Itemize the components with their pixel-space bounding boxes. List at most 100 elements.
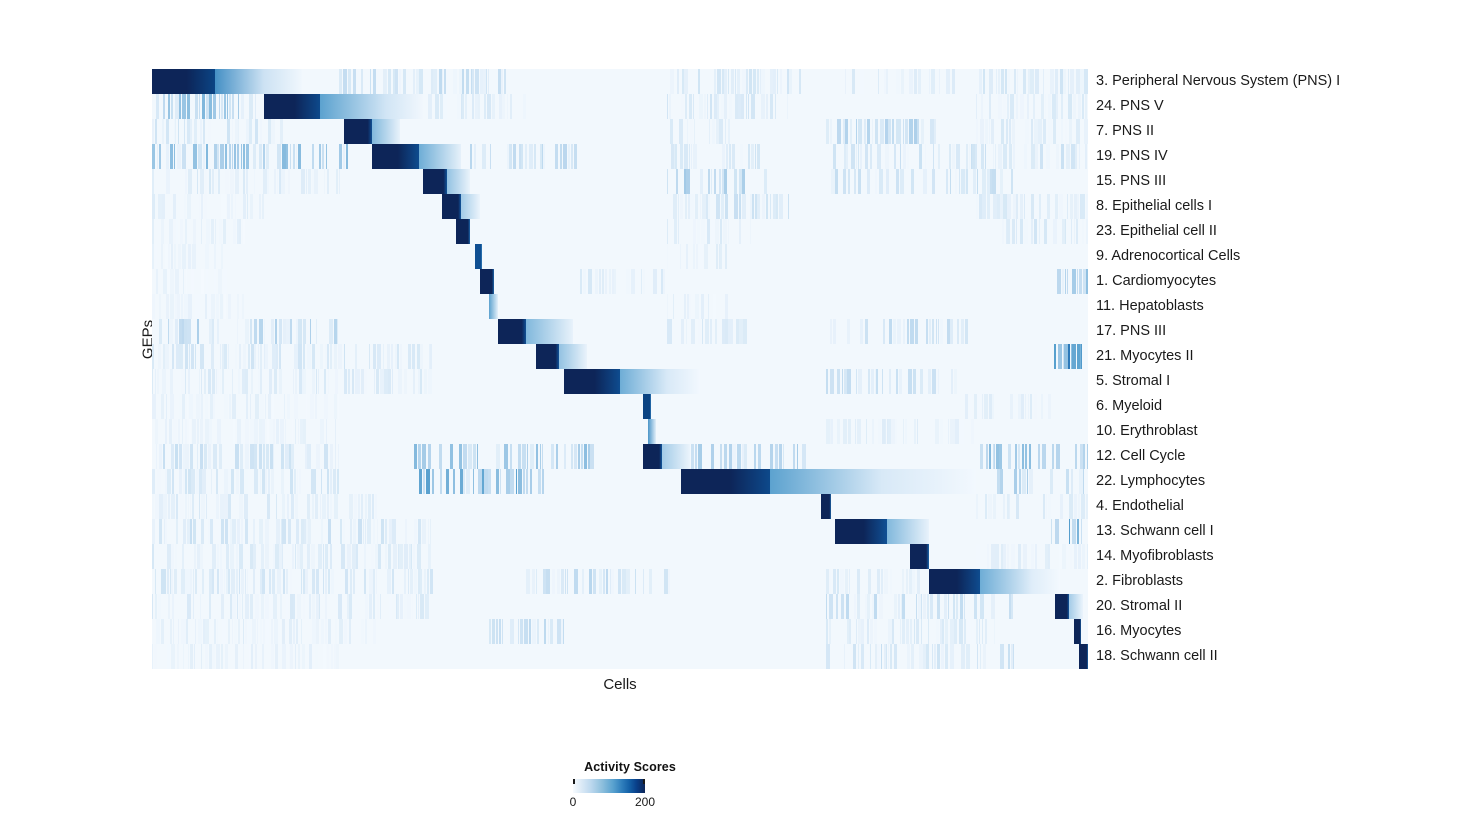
heatmap-cell-band [1035,544,1038,569]
heatmap-cell-band [364,594,369,619]
heatmap-activity-block [488,294,499,319]
heatmap-cell-band [707,169,710,194]
heatmap-cell-band [1014,469,1018,494]
heatmap-cell-band [386,344,391,369]
heatmap-cell-band [1020,194,1023,219]
heatmap-cell-band [1078,494,1081,519]
heatmap-cell-band [883,644,886,669]
heatmap-cell-band [871,119,874,144]
heatmap-cell-band [225,544,229,569]
heatmap-cell-band [844,69,846,94]
heatmap-cell-band [748,94,750,119]
heatmap-cell-band [873,619,878,644]
heatmap-cell-band [235,544,238,569]
heatmap-cell-band [193,544,196,569]
heatmap-cell-band [888,369,891,394]
heatmap-cell-band [178,319,183,344]
heatmap-cell-band [223,569,226,594]
heatmap-cell-band [528,619,532,644]
heatmap-cell-band [185,494,188,519]
heatmap-cell-band [666,169,669,194]
heatmap-cell-band [275,319,277,344]
heatmap-cell-band [231,619,234,644]
heatmap-cell-band [947,419,949,444]
heatmap-cell-band [678,219,680,244]
heatmap-cell-band [900,169,904,194]
heatmap-cell-band [502,619,504,644]
heatmap-cell-band [321,144,325,169]
heatmap-cell-band [232,519,237,544]
heatmap-cell-band [200,119,203,144]
heatmap-cell-band [631,269,635,294]
heatmap-cell-band [562,619,564,644]
heatmap-cell-band [172,594,174,619]
heatmap-cell-band [693,94,695,119]
heatmap-cell-band [421,444,426,469]
heatmap-cell-band [683,294,687,319]
heatmap-activity-block [320,94,386,119]
heatmap-cell-band [235,344,238,369]
heatmap-cell-band [517,444,521,469]
heatmap-cell-band [869,144,873,169]
heatmap-plot-area[interactable] [152,69,1088,669]
heatmap-cell-band [975,544,980,569]
heatmap-cell-band [724,244,727,269]
heatmap-cell-band [879,594,884,619]
heatmap-cell-band [152,219,154,244]
heatmap-cell-band [200,594,202,619]
heatmap-cell-band [316,569,319,594]
heatmap-cell-band [252,144,257,169]
heatmap-cell-band [1003,194,1006,219]
heatmap-cell-band [173,144,176,169]
heatmap-cell-band [506,94,509,119]
heatmap-cell-band [860,69,865,94]
heatmap-cell-band [573,144,578,169]
heatmap-cell-band [583,269,587,294]
heatmap-cell-band [364,494,367,519]
heatmap-cell-band [269,444,273,469]
heatmap-cell-band [1020,219,1024,244]
heatmap-cell-band [274,544,279,569]
heatmap-cell-band [418,519,421,544]
heatmap-cell-band [836,594,838,619]
heatmap-cell-band [296,594,302,619]
heatmap-cell-band [154,244,157,269]
heatmap-cell-band [232,369,234,394]
heatmap-cell-band [282,544,284,569]
heatmap-row [152,619,1088,644]
heatmap-cell-band [733,169,738,194]
heatmap-cell-band [280,119,284,144]
heatmap-cell-band [833,319,836,344]
heatmap-cell-band [205,244,209,269]
heatmap-cell-band [867,569,872,594]
heatmap-cell-band [227,619,230,644]
heatmap-cell-band [438,444,443,469]
heatmap-cell-band [860,619,865,644]
heatmap-cell-band [213,269,216,294]
heatmap-cell-band [224,144,228,169]
heatmap-cell-band [728,444,733,469]
heatmap-cell-band [373,369,376,394]
heatmap-cell-band [255,119,259,144]
heatmap-cell-band [734,194,738,219]
heatmap-cell-band [222,219,226,244]
heatmap-cell-band [902,419,905,444]
heatmap-cell-band [223,269,227,294]
heatmap-cell-band [670,144,674,169]
heatmap-cell-band [266,419,269,444]
heatmap-cell-band [992,394,995,419]
heatmap-cell-band [181,244,186,269]
heatmap-cell-band [890,644,892,669]
heatmap-cell-band [259,419,262,444]
heatmap-cell-band [598,569,603,594]
heatmap-cell-band [333,469,337,494]
heatmap-cell-band [891,419,895,444]
heatmap-cell-band [169,144,174,169]
heatmap-cell-band [159,519,163,544]
heatmap-cell-band [291,544,294,569]
heatmap-cell-band [960,644,965,669]
heatmap-cell-band [277,569,281,594]
heatmap-activity-block [1069,594,1084,619]
heatmap-cell-band [995,444,999,469]
heatmap-cell-band [219,294,224,319]
